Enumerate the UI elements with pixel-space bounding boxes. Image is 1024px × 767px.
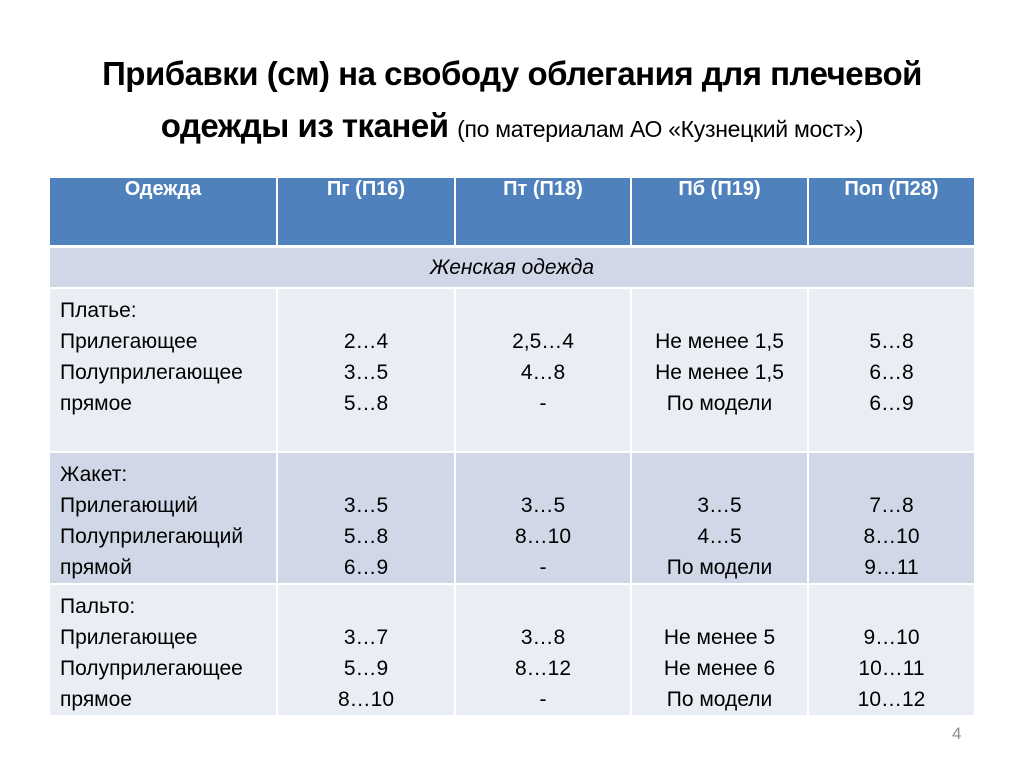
value: 5…8 [869,330,914,353]
row-subtype: Прилегающее [60,626,198,649]
cell-pt: 2,5…4 4…8 - [456,289,632,453]
row-subtype: прямой [60,556,133,579]
cell-pg: 3…7 5…9 8…10 [278,585,456,717]
value: 6…9 [343,556,389,579]
value: 4…5 [697,525,742,548]
value: 3…5 [520,494,566,517]
value: 2…4 [343,330,389,353]
cell-pt: 3…8 8…12 - [456,585,632,717]
value: - [539,688,547,711]
value: 10…12 [857,688,926,711]
row-category: Платье: [60,299,137,322]
cell-pb: Не менее 1,5 Не менее 1,5 По модели [632,289,809,453]
section-label: Женская одежда [50,248,974,289]
value: 5…8 [343,525,389,548]
value: 5…9 [343,657,389,680]
row-subtype: Прилегающее [60,330,198,353]
row-subtype: Прилегающий [60,494,198,517]
value: 3…5 [343,494,389,517]
value: 8…10 [863,525,920,548]
value: Не менее 5 [663,626,776,649]
row-name-cell: Платье: Прилегающее Полуприлегающее прям… [50,289,278,453]
value: 5…8 [343,392,389,415]
title-subtitle: (по материалам АО «Кузнецкий мост») [457,116,864,142]
row-subtype: Полуприлегающее [60,361,243,384]
allowance-table: Одежда Пг (П16) Пт (П18) Пб (П19) Поп (П… [50,178,974,717]
value: 4…8 [520,361,566,384]
row-category: Пальто: [60,595,136,618]
title-line-1: Прибавки (см) на свободу облегания для п… [102,55,922,92]
value: 8…12 [514,657,572,680]
value: 3…5 [343,361,389,384]
value: 8…10 [514,525,572,548]
cell-pg: 2…4 3…5 5…8 [278,289,456,453]
row-category: Жакет: [60,463,128,486]
table-row-jacket: Жакет: Прилегающий Полуприлегающий прямо… [50,453,974,585]
value: Не менее 1,5 [655,330,784,353]
cell-pop: 7…8 8…10 9…11 [809,453,974,585]
value: - [539,556,547,579]
value: 10…11 [858,657,925,680]
value: По модели [666,688,773,711]
header-pop: Поп (П28) [809,178,974,248]
page-number: 4 [952,724,962,743]
value: 6…9 [869,392,914,415]
value: 3…7 [343,626,389,649]
row-subtype: прямое [60,392,132,415]
header-clothing: Одежда [50,178,278,248]
header-pb: Пб (П19) [632,178,809,248]
value: 2,5…4 [512,330,574,353]
value: 6…8 [869,361,914,384]
value: 8…10 [337,688,395,711]
cell-pb: 3…5 4…5 По модели [632,453,809,585]
value: По модели [666,556,773,579]
table-row-dress: Платье: Прилегающее Полуприлегающее прям… [50,289,974,453]
cell-pg: 3…5 5…8 6…9 [278,453,456,585]
value: 9…11 [864,556,919,579]
row-name-cell: Пальто: Прилегающее Полуприлегающее прям… [50,585,278,717]
value: 7…8 [869,494,914,517]
value: По модели [666,392,773,415]
header-pt: Пт (П18) [456,178,632,248]
row-subtype: прямое [60,688,132,711]
value: 3…5 [697,494,742,517]
value: 3…8 [520,626,566,649]
cell-pop: 9…10 10…11 10…12 [809,585,974,717]
title-line-2: одежды из тканей (по материалам АО «Кузн… [0,100,1024,155]
table-header-row: Одежда Пг (П16) Пт (П18) Пб (П19) Поп (П… [50,178,974,248]
header-pg: Пг (П16) [278,178,456,248]
section-row: Женская одежда [50,248,974,289]
cell-pop: 5…8 6…8 6…9 [809,289,974,453]
row-subtype: Полуприлегающее [60,657,243,680]
value: Не менее 6 [663,657,776,680]
value: 9…10 [863,626,920,649]
title-line-2-bold: одежды из тканей [160,107,449,144]
row-subtype: Полуприлегающий [60,525,244,548]
slide-title: Прибавки (см) на свободу облегания для п… [0,48,1024,155]
value: - [539,392,547,415]
row-name-cell: Жакет: Прилегающий Полуприлегающий прямо… [50,453,278,585]
cell-pt: 3…5 8…10 - [456,453,632,585]
value: Не менее 1,5 [655,361,784,384]
table-row-coat: Пальто: Прилегающее Полуприлегающее прям… [50,585,974,717]
cell-pb: Не менее 5 Не менее 6 По модели [632,585,809,717]
